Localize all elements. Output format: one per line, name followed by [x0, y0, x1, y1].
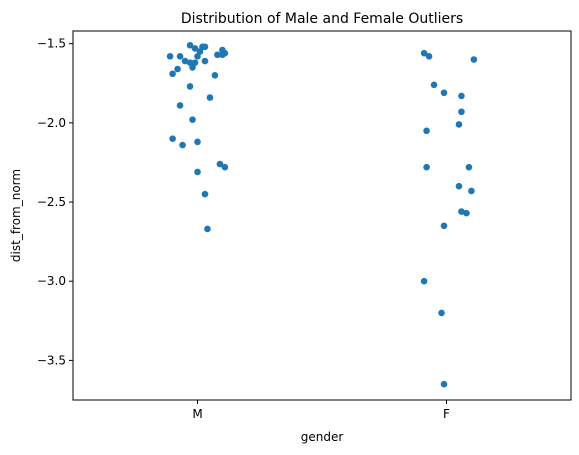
data-point — [470, 56, 478, 63]
data-point — [194, 138, 201, 146]
data-point — [201, 190, 209, 198]
data-point — [181, 57, 189, 65]
plot-area — [73, 31, 571, 400]
data-point — [458, 92, 465, 100]
data-point — [201, 43, 209, 51]
y-tick-label: −1.5 — [37, 37, 66, 51]
data-point — [423, 127, 430, 135]
data-point — [440, 89, 448, 97]
data-point — [166, 53, 174, 60]
data-point — [189, 116, 196, 123]
data-point — [216, 160, 224, 168]
data-point — [420, 277, 428, 285]
data-point — [440, 222, 448, 230]
chart-title: Distribution of Male and Female Outliers — [181, 11, 463, 27]
data-point — [174, 65, 181, 73]
x-tick-label: M — [192, 407, 202, 421]
x-axis-title: gender — [301, 430, 344, 444]
data-point — [425, 53, 433, 60]
y-tick-label: −2.0 — [37, 116, 66, 130]
data-point — [204, 225, 211, 233]
data-point — [201, 57, 209, 65]
data-point — [455, 121, 463, 128]
points-layer — [166, 41, 478, 388]
data-point — [194, 168, 201, 176]
data-point — [176, 53, 184, 60]
data-point — [169, 135, 176, 142]
data-point — [189, 64, 196, 71]
data-point — [458, 108, 465, 116]
data-point — [186, 41, 194, 49]
data-point — [221, 163, 229, 171]
y-tick-label: −3.5 — [37, 353, 66, 367]
data-point — [186, 83, 194, 90]
y-axis: −1.5 −2.0 −2.5 −3.0 −3.5 — [37, 37, 73, 367]
data-point — [440, 380, 448, 388]
data-point — [430, 81, 438, 89]
data-point — [458, 208, 465, 215]
data-point — [206, 94, 214, 101]
data-point — [465, 163, 473, 171]
data-point — [423, 163, 430, 171]
data-point — [176, 102, 184, 109]
data-point — [438, 309, 445, 317]
data-point — [194, 53, 201, 60]
data-point — [169, 70, 176, 78]
data-point — [179, 141, 186, 149]
y-tick-label: −3.0 — [37, 274, 66, 288]
data-point — [463, 209, 470, 217]
y-tick-label: −2.5 — [37, 195, 66, 209]
x-tick-label: F — [443, 407, 450, 421]
y-axis-title: dist_from_norm — [9, 169, 23, 262]
plot-frame — [72, 30, 572, 401]
data-point — [211, 72, 219, 79]
data-point — [420, 49, 428, 57]
data-point — [455, 182, 463, 190]
data-point — [219, 46, 226, 54]
data-point — [191, 45, 199, 52]
data-point — [214, 51, 221, 59]
data-point — [468, 187, 475, 195]
